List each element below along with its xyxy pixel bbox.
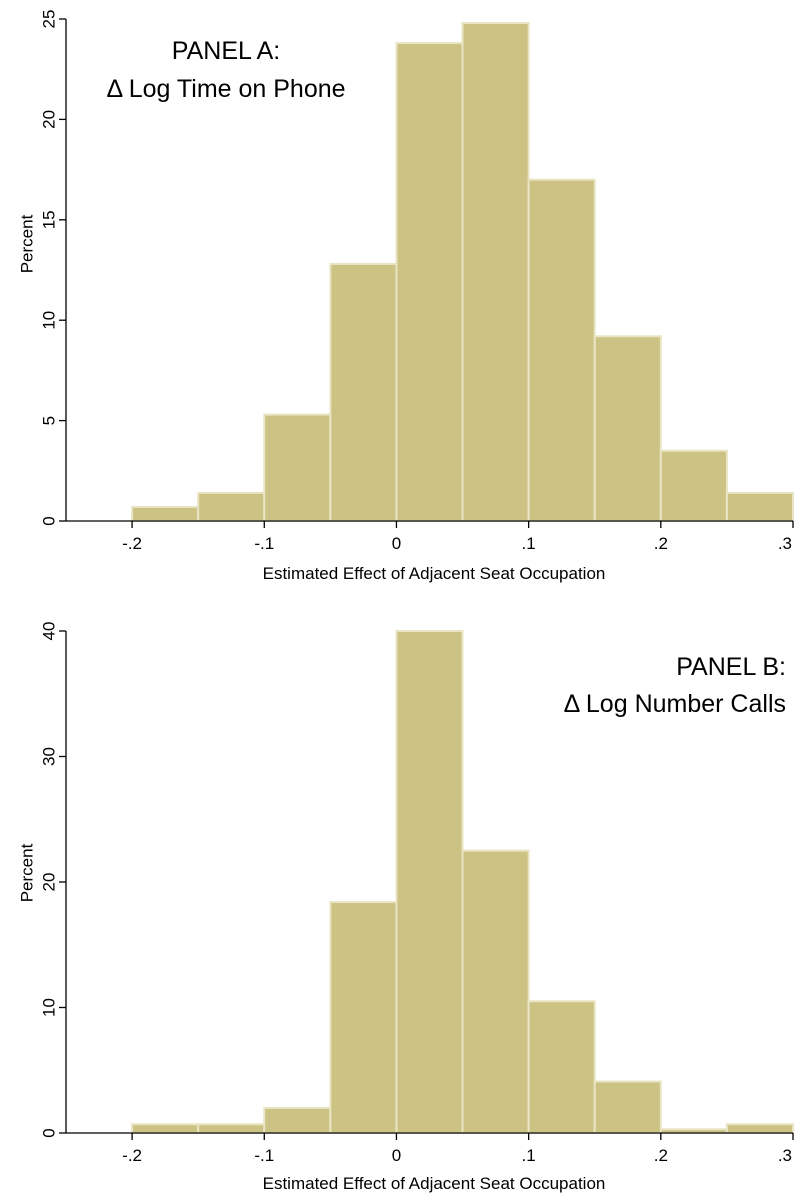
panel-b-y-tick-label: 0 bbox=[40, 1128, 59, 1137]
panel-a-x-tick-label: -.2 bbox=[122, 534, 142, 553]
panel-a-histogram: 0 5 10 15 20 25 -.2 -.1 0 .1 .2 .3 Estimated Effect … bbox=[18, 10, 794, 583]
panel-b-x-tick-label: .3 bbox=[778, 1146, 792, 1165]
panel-a-bar bbox=[593, 335, 662, 522]
panel-a-x-tick-label: .3 bbox=[778, 534, 792, 553]
panel-b-bar bbox=[527, 1000, 596, 1134]
panel-a-y-axis-title: Percent bbox=[18, 214, 37, 273]
panel-a-bar bbox=[659, 449, 728, 522]
panel-b-bar bbox=[329, 901, 398, 1135]
panel-b-x-tick-label: .1 bbox=[522, 1146, 536, 1165]
panel-a-x-axis-title: Estimated Effect of Adjacent Seat Occupa… bbox=[263, 564, 606, 583]
panel-a-title-line: PANEL A: bbox=[172, 37, 280, 65]
panel-b-x-tick-label: 0 bbox=[392, 1146, 401, 1165]
panel-a-x-tick-label: -.1 bbox=[254, 534, 274, 553]
panel-b-bar bbox=[461, 849, 530, 1134]
panel-b-bar bbox=[395, 630, 464, 1134]
panel-a-bar bbox=[461, 22, 530, 523]
panel-a-bar bbox=[131, 505, 200, 522]
panel-b-bar bbox=[263, 1106, 332, 1135]
panel-a-x-tick-label: .2 bbox=[654, 534, 668, 553]
panel-b-y-tick-label: 20 bbox=[40, 873, 59, 892]
panel-b-bar bbox=[197, 1123, 266, 1134]
panel-b-y-tick-label: 30 bbox=[40, 747, 59, 766]
panel-a-bar bbox=[197, 491, 266, 522]
panel-a-bar bbox=[527, 178, 596, 522]
panel-b-title-line: Δ Log Number Calls bbox=[564, 690, 786, 718]
panel-a-y-tick-label: 5 bbox=[40, 416, 59, 425]
panel-a-y-tick-label: 15 bbox=[40, 210, 59, 229]
panel-a-y-tick-label: 0 bbox=[40, 516, 59, 525]
panel-a-bar bbox=[725, 491, 794, 522]
panel-a-y-tick-label: 20 bbox=[40, 110, 59, 129]
panel-b-y-axis-title: Percent bbox=[18, 843, 37, 902]
panel-b-histogram: 0 10 20 30 40 -.2 -.1 0 .1 .2 .3 Estimated Effect o… bbox=[18, 622, 794, 1193]
panel-a-bar bbox=[263, 413, 332, 522]
panel-b-bar bbox=[593, 1080, 662, 1135]
panel-b-x-tick-label: -.1 bbox=[254, 1146, 274, 1165]
panel-b-bar bbox=[725, 1123, 794, 1134]
panel-a-x-tick-label: 0 bbox=[392, 534, 401, 553]
panel-a-title-line: Δ Log Time on Phone bbox=[106, 75, 345, 103]
panel-b-y-tick-label: 10 bbox=[40, 998, 59, 1017]
panel-b-title-line: PANEL B: bbox=[676, 653, 786, 681]
panel-a-y-tick-label: 10 bbox=[40, 311, 59, 330]
panel-b-x-tick-label: .2 bbox=[654, 1146, 668, 1165]
panel-a-y-tick-label: 25 bbox=[40, 10, 59, 29]
panel-b-y-tick-label: 40 bbox=[40, 622, 59, 641]
panel-a-x-tick-label: .1 bbox=[522, 534, 536, 553]
panel-a-bar bbox=[395, 42, 464, 522]
panel-b-x-axis-title: Estimated Effect of Adjacent Seat Occupa… bbox=[263, 1174, 606, 1193]
panel-b-x-tick-label: -.2 bbox=[122, 1146, 142, 1165]
panel-a-bar bbox=[329, 262, 398, 522]
panel-b-bar bbox=[131, 1123, 200, 1134]
